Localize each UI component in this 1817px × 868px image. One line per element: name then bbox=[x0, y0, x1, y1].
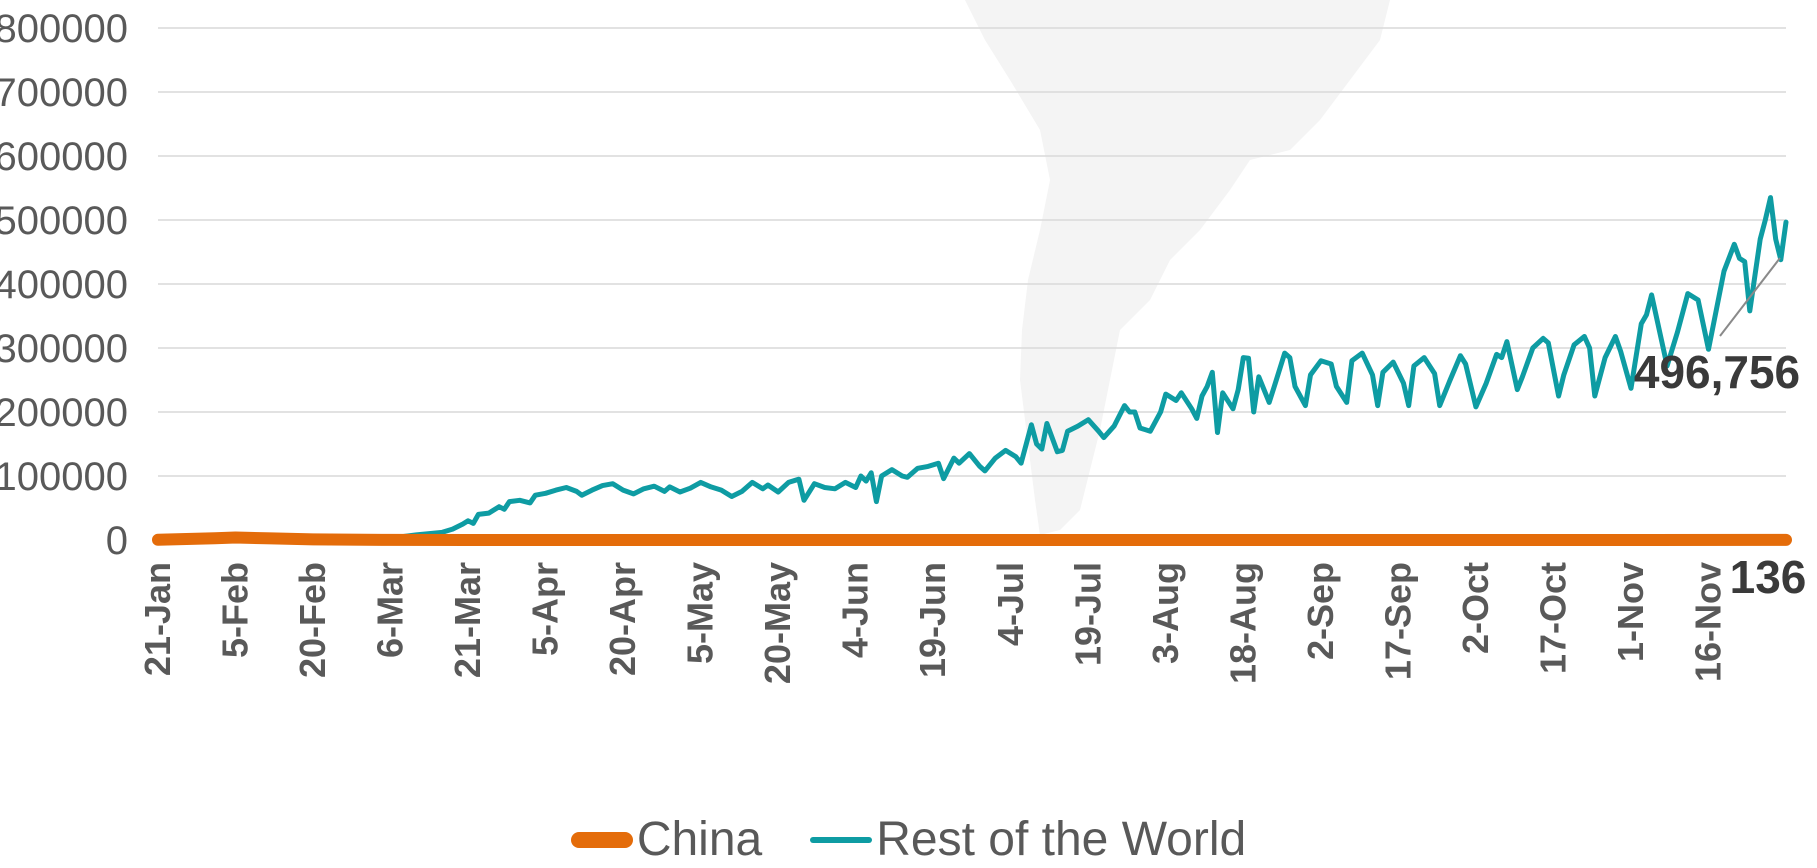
y-tick-label: 700000 bbox=[0, 71, 128, 115]
end-label-rest-of-world: 496,756 bbox=[1634, 346, 1800, 398]
y-tick-label: 400000 bbox=[0, 263, 128, 307]
x-tick-label: 5-May bbox=[680, 562, 721, 664]
y-tick-label: 100000 bbox=[0, 455, 128, 499]
background-map-silhouette bbox=[965, 0, 1390, 535]
x-tick-label: 2-Oct bbox=[1455, 562, 1496, 654]
legend-item-rest-of-world: Rest of the World bbox=[810, 816, 1246, 864]
series-lines bbox=[152, 195, 1792, 546]
x-tick-label: 17-Oct bbox=[1532, 562, 1573, 674]
x-tick-label: 5-Apr bbox=[525, 562, 566, 656]
y-tick-label: 200000 bbox=[0, 391, 128, 435]
legend-label-china: China bbox=[636, 813, 763, 866]
series-line-china bbox=[152, 531, 1792, 546]
series-line-rest-of-world bbox=[155, 195, 1789, 543]
end-label-china: 136 bbox=[1730, 551, 1807, 603]
y-tick-label: 0 bbox=[106, 519, 128, 563]
gridlines bbox=[158, 27, 1786, 541]
x-tick-label: 17-Sep bbox=[1377, 562, 1418, 680]
end-label-leader-line bbox=[1719, 257, 1781, 337]
x-tick-label: 5-Feb bbox=[215, 562, 256, 658]
y-tick-label: 800000 bbox=[0, 7, 128, 51]
x-tick-label: 20-Feb bbox=[292, 562, 333, 678]
y-tick-label: 300000 bbox=[0, 327, 128, 371]
x-tick-label: 4-Jul bbox=[990, 562, 1031, 646]
x-tick-label: 3-Aug bbox=[1145, 562, 1186, 664]
x-tick-label: 19-Jul bbox=[1067, 562, 1108, 666]
legend-swatch-china bbox=[570, 832, 633, 848]
legend-item-china: China bbox=[570, 813, 763, 866]
x-tick-label: 18-Aug bbox=[1222, 562, 1263, 684]
legend-label-rest-of-world: Rest of the World bbox=[876, 813, 1247, 866]
legend-swatch-rest-of-world bbox=[810, 837, 873, 843]
y-tick-label: 500000 bbox=[0, 199, 128, 243]
y-axis: 0 100000 200000 300000 400000 500000 600000 700… bbox=[0, 7, 128, 563]
x-tick-label: 21-Mar bbox=[447, 562, 488, 678]
x-tick-label: 2-Sep bbox=[1300, 562, 1341, 660]
x-tick-label: 4-Jun bbox=[835, 562, 876, 658]
x-tick-label: 6-Mar bbox=[370, 562, 411, 658]
x-tick-label: 1-Nov bbox=[1610, 562, 1651, 662]
x-tick-label: 20-Apr bbox=[602, 562, 643, 676]
y-tick-label: 600000 bbox=[0, 135, 128, 179]
legend: China Rest of the World bbox=[0, 812, 1817, 868]
x-tick-label: 21-Jan bbox=[137, 562, 178, 676]
x-tick-label: 19-Jun bbox=[912, 562, 953, 678]
x-tick-label: 16-Nov bbox=[1687, 562, 1728, 682]
x-tick-label: 20-May bbox=[757, 562, 798, 684]
x-axis: 21-Jan 5-Feb 20-Feb 6-Mar 21-Mar 5-Apr 20-Apr 5… bbox=[137, 562, 1728, 684]
